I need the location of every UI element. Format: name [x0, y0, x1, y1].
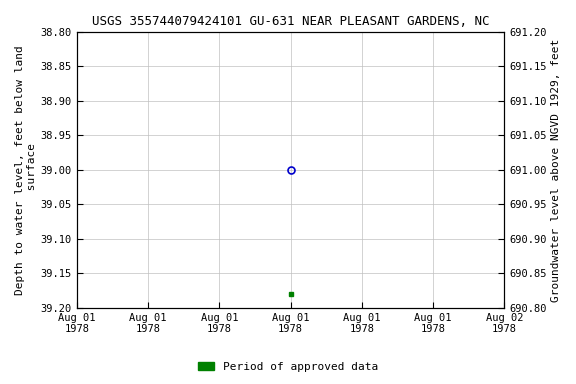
- Y-axis label: Groundwater level above NGVD 1929, feet: Groundwater level above NGVD 1929, feet: [551, 38, 561, 301]
- Y-axis label: Depth to water level, feet below land
 surface: Depth to water level, feet below land su…: [15, 45, 37, 295]
- Title: USGS 355744079424101 GU-631 NEAR PLEASANT GARDENS, NC: USGS 355744079424101 GU-631 NEAR PLEASAN…: [92, 15, 490, 28]
- Legend: Period of approved data: Period of approved data: [193, 358, 383, 377]
